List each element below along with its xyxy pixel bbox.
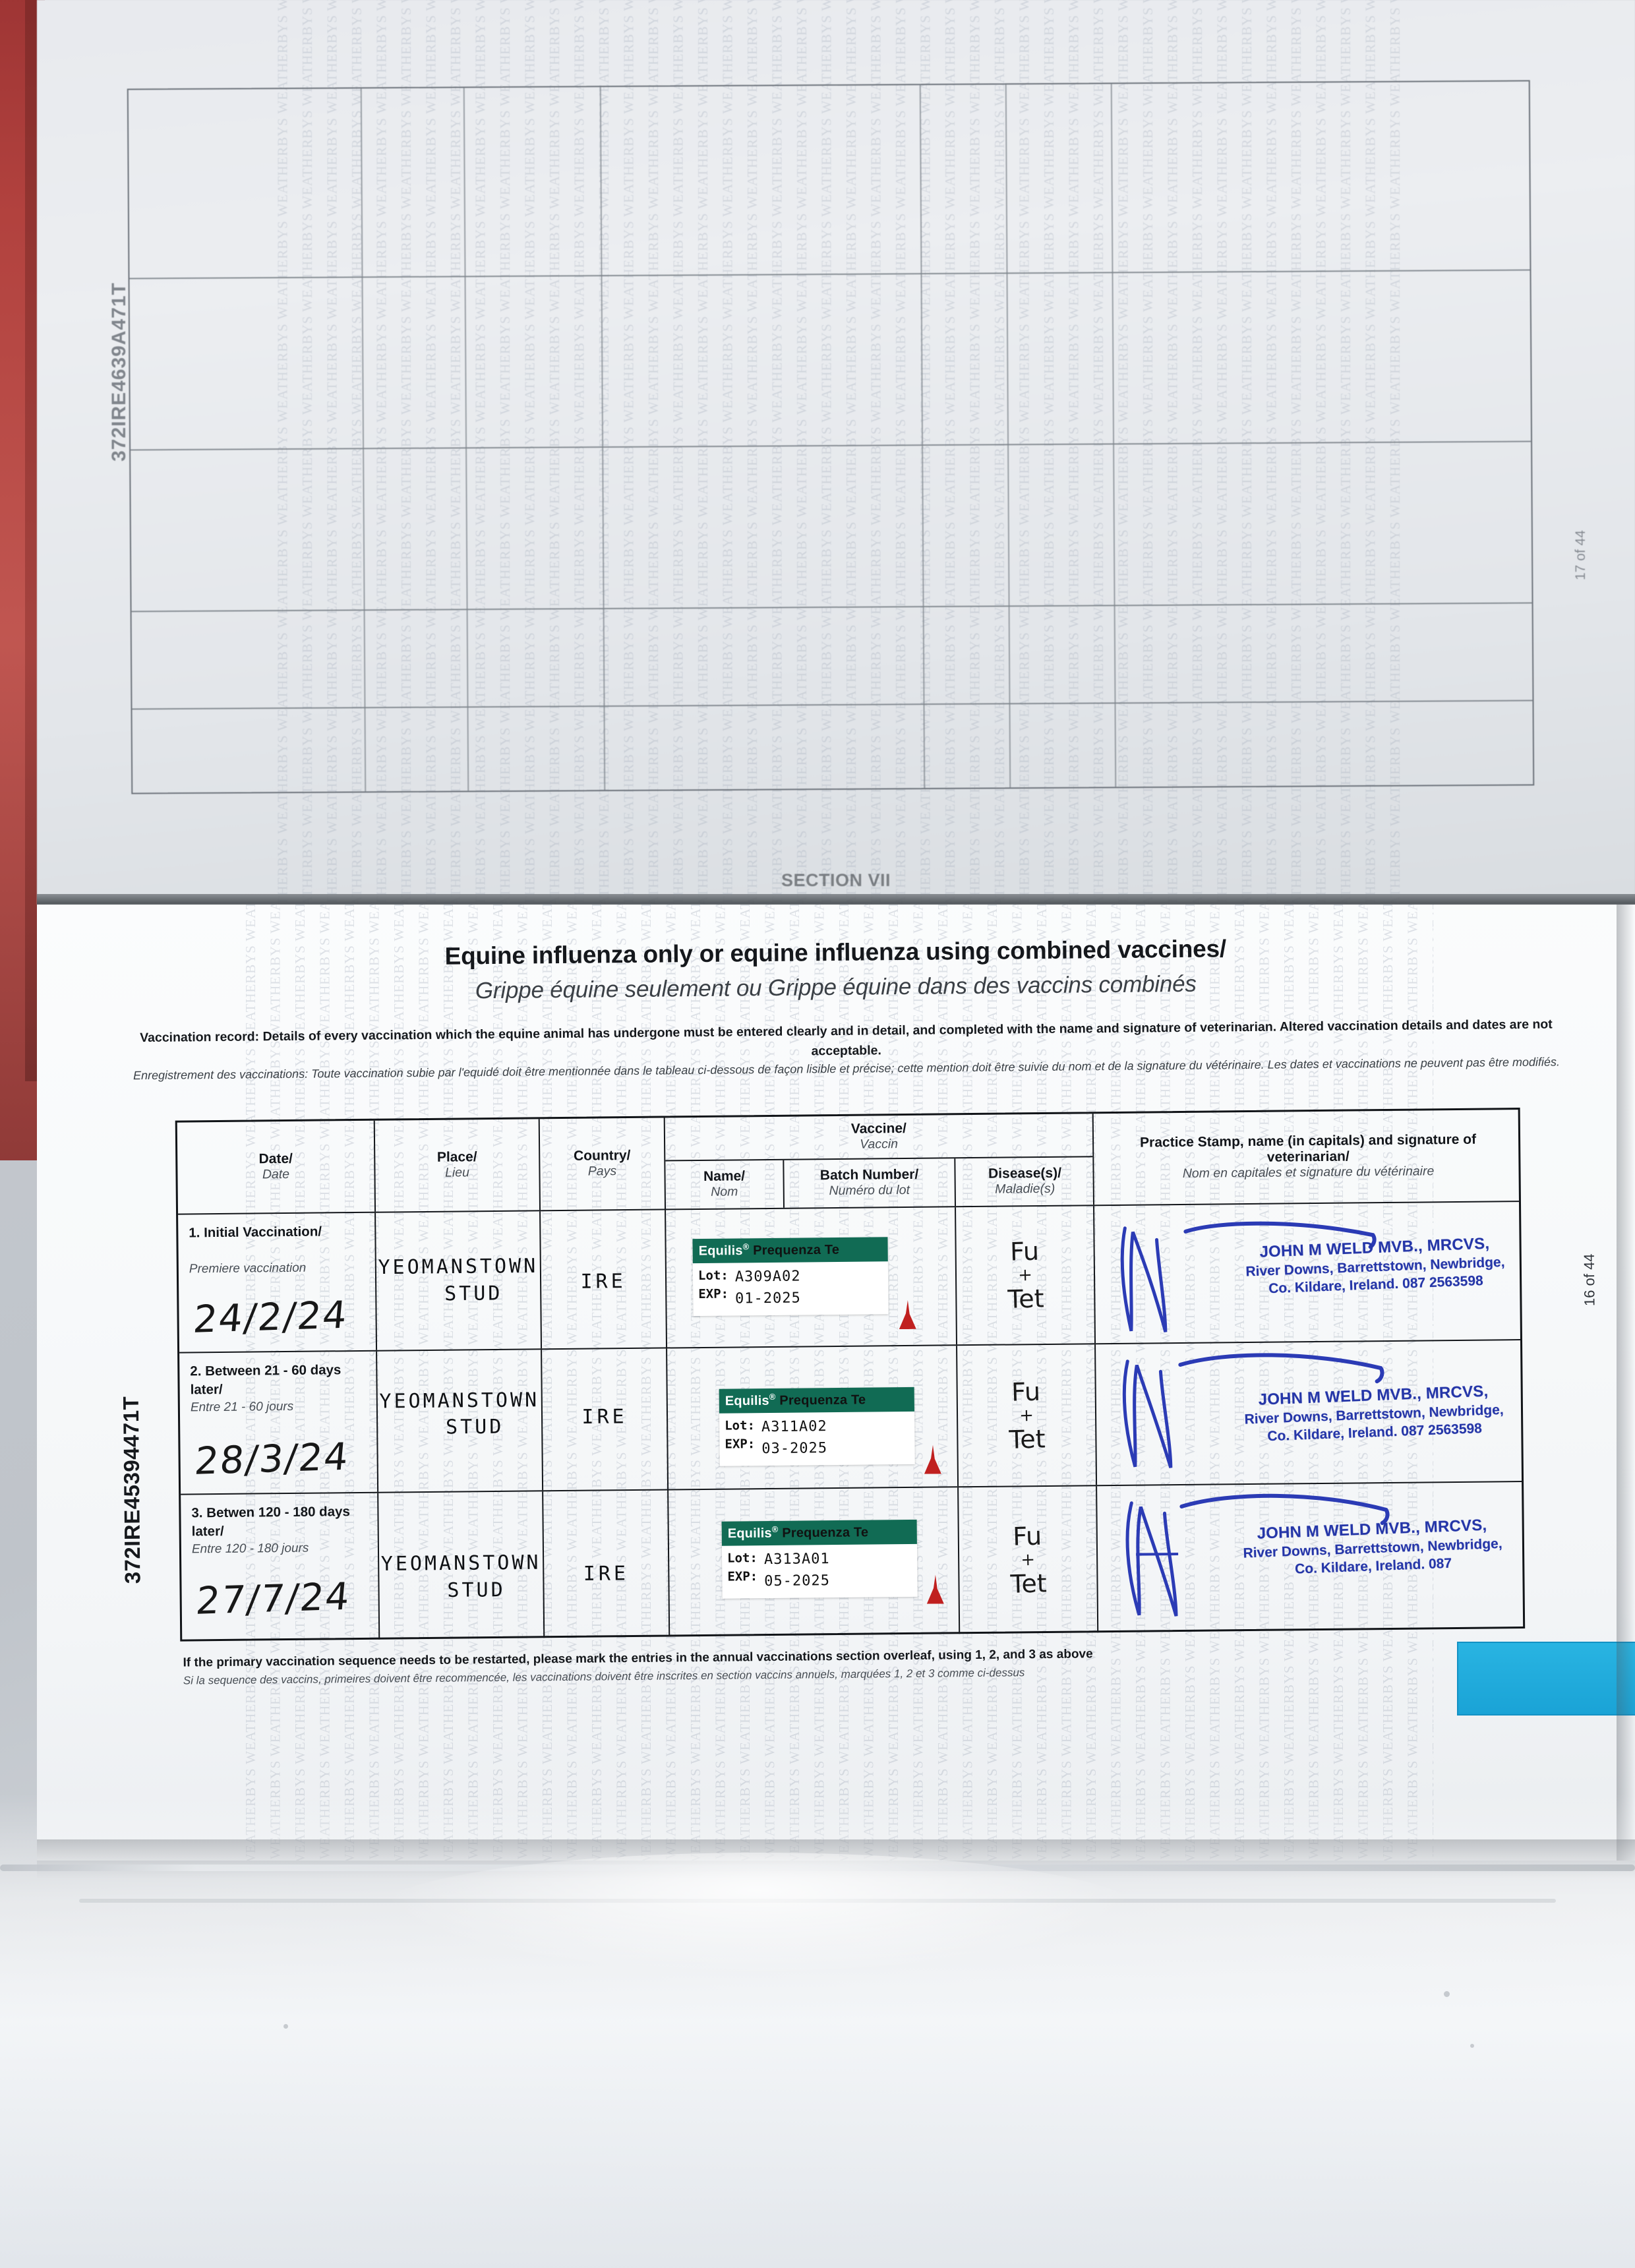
cell-disease-1: Fu + Tet <box>956 1206 1096 1345</box>
vaccination-record-page: WEATHERBYS WEATHERBYS WEATHERBYS WEATHER… <box>37 905 1635 1861</box>
place-stamp-2: YEOMANSTOWN STUD <box>379 1388 540 1439</box>
red-seal-mark-2 <box>924 1445 941 1474</box>
handwritten-disease-2: Fu + Tet <box>1008 1377 1046 1454</box>
vaccine-exp-3: 05-2025 <box>764 1572 831 1590</box>
cell-vaccine-3: Equilis® Prequenza Te Lot: EXP: A313A01 <box>669 1487 961 1637</box>
table-row: 1. Initial Vaccination/ Premiere vaccina… <box>178 1202 1521 1354</box>
vaccine-sticker-3: Equilis® Prequenza Te Lot: EXP: A313A01 <box>721 1519 918 1599</box>
red-seal-mark-1 <box>899 1300 916 1329</box>
previous-page-ghost-text-1 <box>159 721 357 737</box>
vaccine-sticker-brand-bar-1: Equilis® Prequenza Te <box>692 1237 888 1263</box>
page-right-shadow <box>1617 905 1635 1861</box>
handwritten-date-3: 27/7/24 <box>194 1574 353 1623</box>
previous-page-ghost-text-3 <box>482 717 594 732</box>
row-label-fr-3: Entre 120 - 180 jours <box>191 1541 309 1557</box>
column-header-vaccine: Vaccine/ Vaccin Name/ Nom Batch Number/ … <box>665 1114 1094 1209</box>
vaccine-sticker-2: Equilis® Prequenza Te Lot: EXP: A311A02 <box>719 1387 915 1466</box>
cell-country-2: IRE <box>542 1348 669 1491</box>
column-header-country: Country/ Pays <box>539 1118 667 1210</box>
previous-page-table <box>127 80 1535 794</box>
vaccine-sticker-brand-bar-2: Equilis® Prequenza Te <box>719 1387 914 1414</box>
vaccine-lot-1: A309A02 <box>734 1268 801 1286</box>
cell-place-1: YEOMANSTOWN STUD <box>376 1211 543 1350</box>
previous-page-ghost-text-2 <box>376 717 462 732</box>
plastic-sleeve-reflection <box>369 1853 1147 1978</box>
country-stamp-2: IRE <box>581 1404 628 1429</box>
cell-vaccine-2: Equilis® Prequenza Te Lot: EXP: A311A02 <box>667 1346 959 1489</box>
vaccine-sticker-brand-bar-3: Equilis® Prequenza Te <box>721 1519 917 1546</box>
table-header-row: Date/ Date Place/ Lieu Country/ Pays Vac… <box>177 1110 1519 1215</box>
column-header-diseases: Disease(s)/ Maladie(s) <box>988 1165 1062 1197</box>
row-label-en-3: 3. Betwen 120 - 180 days later/ <box>191 1504 350 1539</box>
table-row: 2. Between 21 - 60 days later/ Entre 21 … <box>179 1340 1522 1495</box>
handwritten-date-2: 28/3/24 <box>193 1435 351 1483</box>
cell-date-3: 3. Betwen 120 - 180 days later/ Entre 12… <box>181 1493 380 1642</box>
cell-vaccine-1: Equilis® Prequenza Te Lot: EXP: A309A02 <box>666 1207 958 1348</box>
cell-vet-stamp-2: JOHN M WELD MVB., MRCVS, River Downs, Ba… <box>1096 1340 1526 1485</box>
row-label-en-2: 2. Between 21 - 60 days later/ <box>190 1362 342 1398</box>
column-header-date: Date/ Date <box>177 1120 376 1214</box>
column-header-vet-stamp: Practice Stamp, name (in capitals) and s… <box>1140 1131 1477 1181</box>
previous-page: WEATHERBYS WEATHERBYS WEATHERBYS WEATHER… <box>37 0 1635 905</box>
cell-date-2: 2. Between 21 - 60 days later/ Entre 21 … <box>179 1351 379 1494</box>
table-row: 3. Betwen 120 - 180 days later/ Entre 12… <box>181 1482 1523 1642</box>
cell-vet-stamp-1: JOHN M WELD MVB., MRCVS, River Downs, Ba… <box>1094 1202 1524 1343</box>
place-stamp-3: YEOMANSTOWN STUD <box>380 1551 541 1602</box>
vaccine-sticker-1: Equilis® Prequenza Te Lot: EXP: A309A02 <box>692 1237 889 1316</box>
column-header-vaccine-title: Vaccine/ Vaccin <box>665 1114 1093 1162</box>
vaccine-exp-1: 01-2025 <box>734 1290 801 1307</box>
vaccine-exp-2: 03-2025 <box>761 1439 828 1457</box>
country-stamp-1: IRE <box>580 1270 626 1294</box>
column-header-place: Place/ Lieu <box>374 1119 541 1212</box>
dust-speck <box>283 2024 288 2029</box>
page-number: 16 of 44 <box>1580 1253 1598 1307</box>
dust-speck <box>1444 1991 1450 1997</box>
page-title-en: Equine influenza only or equine influenz… <box>444 935 1227 970</box>
row-label-fr-2: Entre 21 - 60 jours <box>190 1399 294 1415</box>
dust-speck <box>1470 2044 1474 2048</box>
vet-practice-stamp-3: JOHN M WELD MVB., MRCVS, River Downs, Ba… <box>1243 1516 1502 1578</box>
country-stamp-3: IRE <box>583 1562 630 1586</box>
cell-date-1: 1. Initial Vaccination/ Premiere vaccina… <box>178 1212 378 1352</box>
handwritten-disease-1: Fu + Tet <box>1007 1236 1045 1314</box>
column-header-batch-number: Batch Number/ Numéro du lot <box>784 1158 957 1208</box>
handwritten-date-1: 24/2/24 <box>191 1293 350 1342</box>
cell-country-1: IRE <box>541 1210 668 1349</box>
vaccine-lot-2: A311A02 <box>761 1418 827 1435</box>
column-header-vaccine-name: Name/ Nom <box>665 1160 785 1209</box>
cell-place-3: YEOMANSTOWN STUD <box>378 1491 545 1640</box>
previous-page-number: 17 of 44 <box>1573 530 1588 580</box>
red-seal-mark-3 <box>926 1574 943 1603</box>
handwritten-disease-3: Fu + Tet <box>1010 1521 1048 1599</box>
blue-index-tab <box>1457 1642 1635 1716</box>
cell-place-2: YEOMANSTOWN STUD <box>377 1350 544 1492</box>
row-label-fr-1: Premiere vaccination <box>189 1261 307 1276</box>
cell-disease-2: Fu + Tet <box>957 1344 1098 1487</box>
row-label-en-1: 1. Initial Vaccination/ <box>189 1224 322 1241</box>
page-title-fr: Grippe équine seulement ou Grippe équine… <box>475 970 1197 1004</box>
cell-disease-3: Fu + Tet <box>959 1486 1099 1634</box>
cell-country-3: IRE <box>543 1490 670 1638</box>
vaccination-table: Date/ Date Place/ Lieu Country/ Pays Vac… <box>175 1108 1526 1642</box>
vet-practice-stamp-2: JOHN M WELD MVB., MRCVS, River Downs, Ba… <box>1244 1382 1504 1445</box>
previous-page-ghost-text-4 <box>614 716 693 731</box>
vet-practice-stamp-1: JOHN M WELD MVB., MRCVS, River Downs, Ba… <box>1245 1234 1505 1297</box>
previous-page-section-label: SECTION VII <box>781 870 891 890</box>
place-stamp-1: YEOMANSTOWN STUD <box>378 1254 539 1305</box>
previous-page-passport-number: 372IRE4639A471T <box>108 282 130 462</box>
cell-vet-stamp-3: JOHN M WELD MVB., MRCVS, River Downs, Ba… <box>1097 1482 1527 1632</box>
passport-number: 372IRE45394471T <box>118 1396 145 1584</box>
vaccine-lot-3: A313A01 <box>763 1550 830 1568</box>
